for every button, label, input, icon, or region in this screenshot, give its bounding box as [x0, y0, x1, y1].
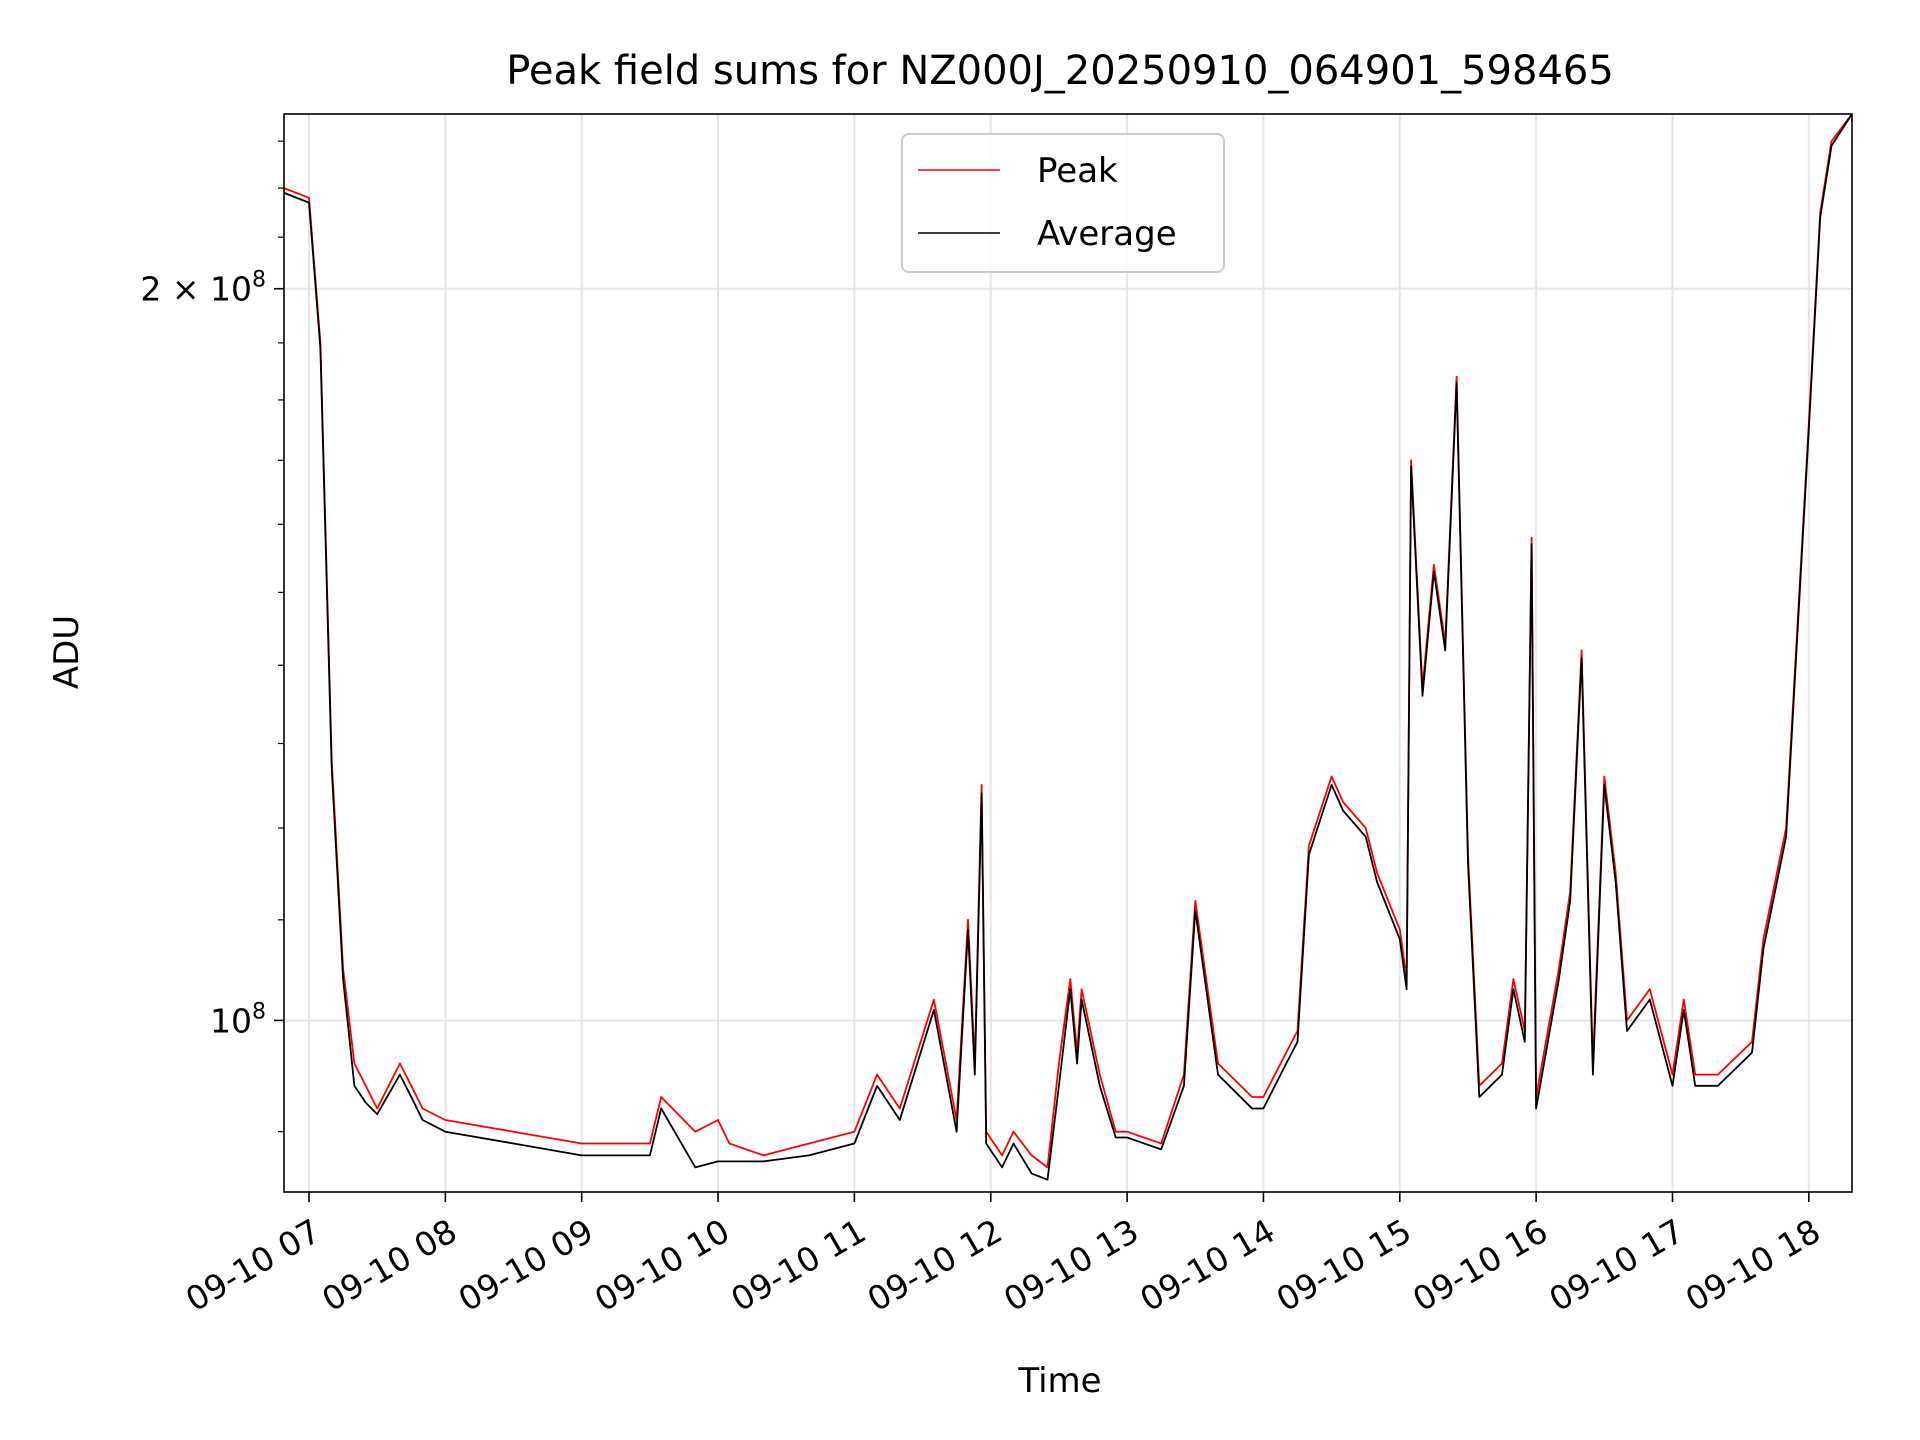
legend-box: [901, 133, 1225, 273]
chart-title: Peak field sums for NZ000J_20250910_0649…: [506, 48, 1614, 94]
plot-frame: [283, 113, 1853, 1193]
legend-label-peak: Peak: [1037, 151, 1118, 191]
series-layer: [283, 113, 1853, 1181]
y-tick-label: 2 × 108: [140, 268, 266, 309]
legend-label-average: Average: [1037, 214, 1177, 254]
x-axis-label: Time: [1017, 1361, 1101, 1401]
series-line-average: [283, 113, 1853, 1181]
legend: Peak Average: [901, 133, 1225, 273]
y-axis-label: ADU: [47, 615, 87, 689]
